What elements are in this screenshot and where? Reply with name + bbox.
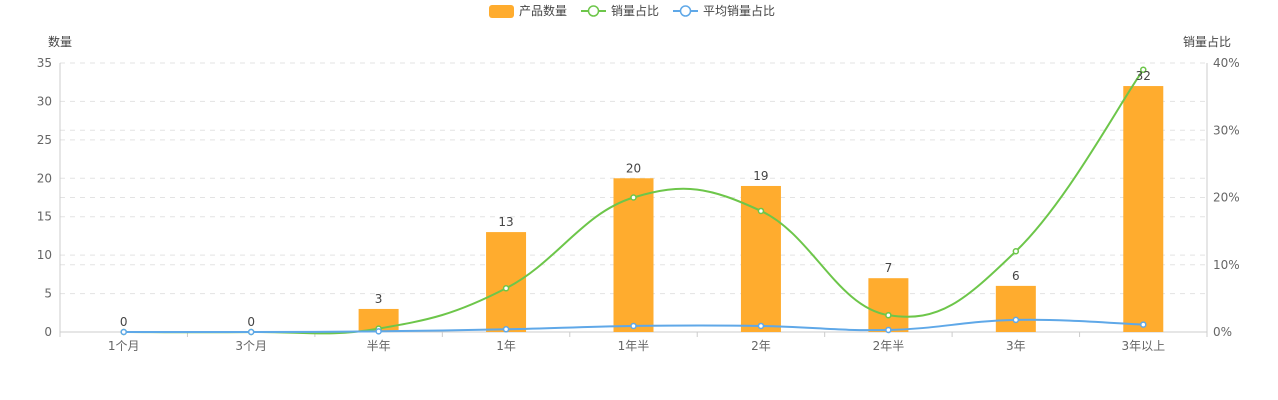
bar[interactable]	[868, 278, 909, 332]
x-tick-label: 1年	[496, 339, 516, 353]
x-tick-label: 1个月	[108, 339, 140, 353]
line-point[interactable]	[375, 328, 382, 335]
y-left-tick-label: 0	[44, 325, 52, 339]
bar-data-label: 0	[120, 315, 128, 329]
line-point[interactable]	[120, 328, 127, 336]
y-right-tick-label: 20%	[1213, 191, 1240, 205]
line-point[interactable]	[502, 285, 510, 292]
y-right-tick-label: 0%	[1213, 325, 1232, 339]
x-tick-label: 3年	[1006, 339, 1026, 353]
line-point[interactable]	[1140, 321, 1147, 328]
x-tick-label: 3个月	[235, 339, 267, 353]
bar-data-label: 3	[375, 292, 383, 306]
line-series	[120, 66, 1147, 336]
legend-label: 销量占比	[611, 3, 659, 18]
legend-marker	[679, 5, 692, 17]
bar-data-label: 20	[626, 161, 641, 175]
line-point[interactable]	[630, 322, 637, 330]
bar-data-label: 7	[885, 261, 893, 275]
bar-data-label: 0	[247, 315, 255, 329]
y-right-tick-label: 10%	[1213, 258, 1240, 272]
line-point[interactable]	[885, 311, 892, 319]
legend-marker	[587, 5, 600, 17]
line-point[interactable]	[757, 322, 765, 330]
legend-item[interactable]: 产品数量	[489, 3, 567, 18]
x-tick-label: 半年	[367, 339, 391, 353]
bar-series	[358, 86, 1164, 332]
line-path[interactable]	[123, 69, 1145, 335]
line-point[interactable]	[757, 207, 765, 215]
x-tick-label: 3年以上	[1121, 339, 1165, 353]
legend[interactable]: 产品数量 销量占比 平均销量占比	[489, 3, 775, 18]
line-point[interactable]	[1012, 316, 1020, 324]
bar-data-label: 13	[498, 215, 513, 229]
y-right-tick-label: 40%	[1213, 56, 1240, 70]
bar-data-label: 32	[1136, 69, 1151, 83]
x-tick-label: 2年	[751, 339, 771, 353]
line-point[interactable]	[885, 326, 892, 334]
y-left-tick-label: 30	[37, 94, 52, 108]
bar-data-label: 19	[753, 169, 768, 183]
line-point[interactable]	[630, 194, 637, 201]
y-axis-left-title: 数量	[48, 34, 72, 49]
x-tick-label: 2年半	[873, 339, 905, 353]
data-labels: 0 0 3 13 20 19 7 6 32	[120, 69, 1151, 329]
y-left-tick-label: 20	[37, 171, 52, 185]
line-point[interactable]	[1140, 66, 1147, 73]
y-left-tick-label: 15	[37, 210, 52, 224]
y-left-tick-label: 25	[37, 133, 52, 147]
y-axis-right-title: 销量占比	[1183, 34, 1231, 49]
y-right-tick-label: 30%	[1213, 123, 1240, 137]
line-point[interactable]	[1012, 248, 1020, 255]
bar[interactable]	[613, 178, 654, 332]
bar[interactable]	[486, 232, 527, 332]
legend-bar-swatch	[489, 5, 514, 18]
y-left-tick-label: 35	[37, 56, 52, 70]
bar-data-label: 6	[1012, 269, 1020, 283]
legend-label: 产品数量	[519, 3, 567, 18]
y-left-tick-label: 10	[37, 248, 52, 262]
bar[interactable]	[995, 285, 1036, 332]
y-left-tick-label: 5	[44, 287, 52, 301]
bar[interactable]	[1123, 86, 1164, 332]
legend-label: 平均销量占比	[703, 3, 775, 18]
legend-item[interactable]: 销量占比	[581, 3, 659, 18]
line-point[interactable]	[502, 326, 510, 333]
x-tick-label: 1年半	[618, 339, 650, 353]
legend-item[interactable]: 平均销量占比	[673, 3, 775, 18]
line-point[interactable]	[247, 328, 255, 336]
